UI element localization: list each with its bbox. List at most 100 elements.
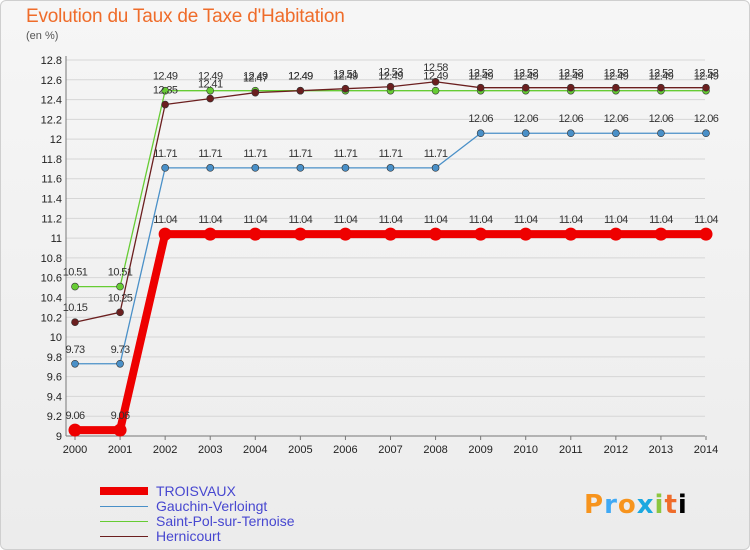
data-label-saint-pol-sur-ternoise: 12.49	[513, 71, 538, 83]
x-tick-label: 2009	[468, 444, 492, 456]
data-label-troisvaux: 11.04	[559, 214, 583, 226]
data-label-saint-pol-sur-ternoise: 12.49	[694, 71, 719, 83]
y-tick-label: 10.8	[41, 253, 62, 265]
x-tick-label: 2000	[63, 444, 87, 456]
data-label-saint-pol-sur-ternoise: 12.49	[288, 71, 313, 83]
data-label-hernicourt: 12.52	[559, 68, 584, 80]
data-point-hernicourt	[431, 77, 440, 86]
data-label-gauchin-verloingt: 9.73	[111, 344, 130, 356]
data-label-gauchin-verloingt: 12.06	[649, 113, 674, 125]
data-point-troisvaux	[113, 423, 127, 437]
data-label-troisvaux: 9.06	[111, 410, 130, 422]
logo-letter: P	[584, 490, 605, 520]
y-tick-label: 10.6	[41, 273, 62, 285]
y-tick-label: 12.2	[41, 114, 62, 126]
legend-swatch-saint-pol-sur-ternoise	[100, 521, 148, 522]
data-label-troisvaux: 11.04	[649, 214, 673, 226]
data-point-saint-pol-sur-ternoise	[116, 282, 124, 291]
data-label-saint-pol-sur-ternoise: 10.51	[108, 267, 133, 279]
logo-letter: i	[654, 490, 665, 520]
x-tick-label: 2001	[108, 444, 132, 456]
data-label-hernicourt: 12.41	[198, 79, 223, 91]
data-point-troisvaux	[203, 227, 217, 241]
data-point-hernicourt	[476, 83, 485, 92]
logo-letter: r	[604, 490, 618, 520]
data-point-gauchin-verloingt	[296, 164, 305, 172]
data-label-saint-pol-sur-ternoise: 12.49	[649, 71, 674, 83]
data-point-troisvaux	[248, 227, 262, 241]
data-point-saint-pol-sur-ternoise	[71, 282, 79, 291]
proxiti-logo: Proxiti	[584, 490, 688, 520]
data-point-hernicourt	[296, 86, 305, 95]
data-point-saint-pol-sur-ternoise	[161, 86, 169, 95]
data-label-troisvaux: 11.04	[153, 214, 177, 226]
data-point-gauchin-verloingt	[702, 129, 710, 138]
data-label-troisvaux: 11.04	[604, 214, 628, 226]
data-point-saint-pol-sur-ternoise	[206, 86, 215, 95]
chart-title: Evolution du Taux de Taxe d'Habitation	[26, 6, 345, 27]
data-label-hernicourt: 10.25	[108, 292, 133, 304]
data-point-gauchin-verloingt	[386, 164, 395, 172]
data-label-troisvaux: 11.04	[198, 214, 222, 226]
data-point-hernicourt	[702, 83, 710, 92]
data-point-hernicourt	[161, 100, 169, 109]
data-point-hernicourt	[206, 94, 215, 103]
data-label-troisvaux: 9.06	[65, 410, 84, 422]
data-point-hernicourt	[251, 88, 260, 97]
data-point-hernicourt	[657, 83, 665, 92]
data-label-saint-pol-sur-ternoise: 12.49	[468, 71, 493, 83]
data-label-hernicourt: 10.15	[63, 302, 88, 314]
data-label-saint-pol-sur-ternoise: 12.49	[243, 71, 268, 83]
y-tick-label: 11	[51, 233, 62, 245]
data-label-hernicourt: 12.52	[694, 68, 719, 80]
y-tick-label: 11.6	[41, 174, 62, 186]
y-tick-label: 10	[50, 332, 62, 344]
logo-letter: o	[617, 490, 637, 520]
data-label-gauchin-verloingt: 12.06	[559, 113, 584, 125]
y-tick-label: 9.4	[47, 391, 62, 403]
data-label-gauchin-verloingt: 11.71	[424, 148, 448, 160]
data-point-gauchin-verloingt	[521, 129, 530, 138]
y-tick-label: 12.4	[41, 95, 62, 107]
data-point-gauchin-verloingt	[612, 129, 620, 138]
data-label-hernicourt: 12.51	[333, 69, 358, 81]
x-tick-label: 2003	[198, 444, 222, 456]
x-tick-label: 2007	[378, 444, 402, 456]
y-tick-label: 9	[56, 431, 62, 443]
data-label-gauchin-verloingt: 9.73	[65, 344, 84, 356]
data-label-gauchin-verloingt: 11.71	[379, 148, 403, 160]
data-label-gauchin-verloingt: 12.06	[694, 113, 719, 125]
data-label-saint-pol-sur-ternoise: 10.51	[63, 267, 88, 279]
data-label-gauchin-verloingt: 11.71	[153, 148, 177, 160]
x-tick-label: 2004	[243, 444, 267, 456]
data-point-troisvaux	[474, 227, 488, 241]
data-label-saint-pol-sur-ternoise: 12.49	[198, 71, 223, 83]
data-label-hernicourt: 12.35	[153, 85, 178, 97]
data-label-hernicourt: 12.49	[288, 71, 313, 83]
data-label-hernicourt: 12.52	[604, 68, 629, 80]
x-tick-label: 2006	[333, 444, 357, 456]
data-label-gauchin-verloingt: 12.06	[513, 113, 538, 125]
data-point-hernicourt	[521, 83, 530, 92]
data-point-troisvaux	[699, 227, 713, 241]
legend-label-gauchin-verloingt: Gauchin-Verloingt	[156, 498, 268, 514]
data-point-gauchin-verloingt	[657, 129, 665, 138]
y-tick-label: 11.2	[41, 213, 62, 225]
legend-swatch-troisvaux	[100, 487, 148, 495]
data-label-hernicourt: 12.52	[649, 68, 674, 80]
data-point-troisvaux	[293, 227, 307, 241]
data-point-troisvaux	[384, 227, 397, 241]
data-point-hernicourt	[71, 318, 79, 327]
data-point-troisvaux	[338, 227, 352, 241]
x-tick-label: 2012	[604, 444, 628, 456]
data-label-gauchin-verloingt: 11.71	[334, 148, 358, 160]
data-point-troisvaux	[158, 227, 172, 241]
data-label-gauchin-verloingt: 11.71	[198, 148, 222, 160]
logo-letter: t	[664, 490, 678, 520]
logo-letter: i	[677, 490, 688, 520]
data-point-gauchin-verloingt	[206, 164, 215, 172]
data-label-troisvaux: 11.04	[334, 214, 358, 226]
data-point-gauchin-verloingt	[251, 164, 260, 172]
legend-swatch-gauchin-verloingt	[100, 506, 148, 507]
